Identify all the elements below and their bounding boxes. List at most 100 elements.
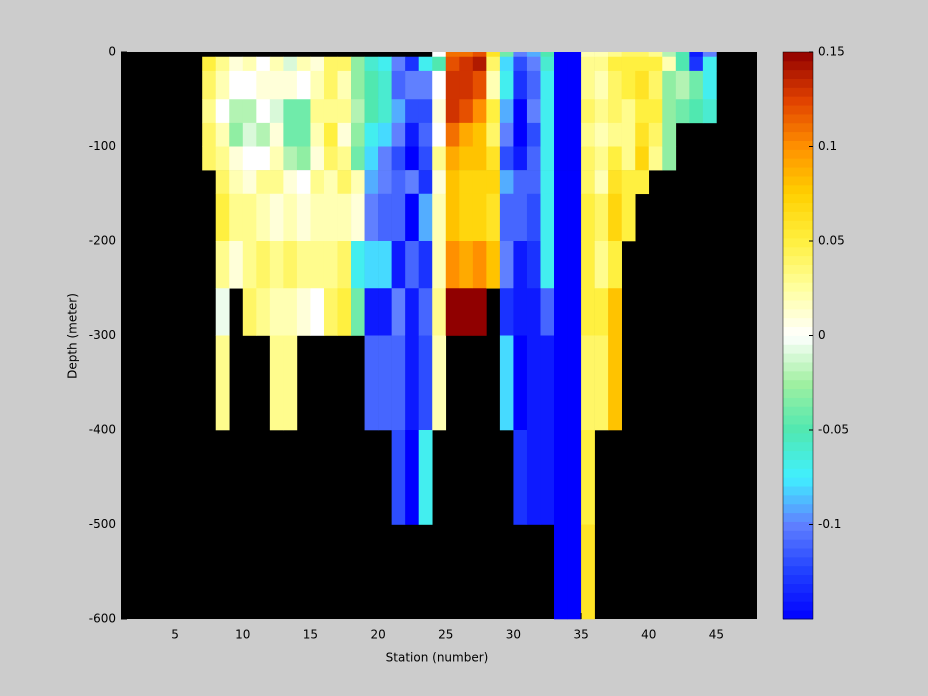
heatmap-cell (364, 288, 379, 336)
heatmap-cell (567, 99, 582, 124)
heatmap-cell (229, 146, 244, 171)
heatmap-cell (310, 288, 325, 336)
heatmap-cell (567, 430, 582, 525)
heatmap-cell (540, 170, 555, 195)
heatmap-cell (594, 193, 609, 242)
heatmap-cell (391, 70, 406, 100)
heatmap-cell (202, 122, 217, 147)
heatmap-cell (662, 122, 677, 147)
heatmap-cell (391, 288, 406, 336)
heatmap-cell (459, 70, 474, 100)
heatmap-cell (662, 56, 677, 72)
heatmap-cell (391, 56, 406, 72)
heatmap-cell (418, 193, 433, 242)
heatmap-cell (581, 193, 595, 242)
heatmap-cell (405, 430, 420, 525)
heatmap-cell (472, 56, 487, 72)
heatmap-cell (351, 170, 365, 195)
heatmap-cell (445, 288, 460, 336)
colorbar-band (783, 238, 813, 248)
colorbar-band (783, 105, 813, 115)
heatmap-cell (405, 335, 420, 431)
colorbar-band (783, 486, 813, 496)
heatmap-cell (567, 52, 582, 58)
heatmap-cell (418, 335, 433, 431)
heatmap-cell (635, 170, 650, 195)
colorbar-band (783, 432, 813, 443)
heatmap-cell (567, 56, 582, 72)
heatmap-cell (554, 52, 568, 58)
heatmap-cell (445, 56, 460, 72)
colorbar-band (783, 477, 813, 487)
heatmap-cell (648, 56, 663, 72)
heatmap-cell (526, 56, 541, 72)
heatmap-cell (242, 99, 257, 124)
heatmap-cell (283, 99, 298, 124)
colorbar-tick-label: 0.1 (818, 139, 837, 153)
colorbar-band (783, 335, 813, 345)
heatmap-cell (378, 241, 392, 289)
heatmap-cell (405, 99, 420, 124)
heatmap-cell (608, 122, 622, 147)
heatmap-cell (459, 122, 474, 147)
heatmap-cell (702, 70, 717, 100)
colorbar-band (783, 512, 813, 522)
heatmap-cell (540, 193, 555, 242)
heatmap-cell (215, 70, 230, 100)
heatmap-cell (486, 193, 501, 242)
colorbar-band (783, 282, 813, 292)
heatmap-cell (391, 193, 406, 242)
heatmap-cell (513, 70, 528, 100)
x-tick-label: 30 (506, 628, 521, 642)
x-tick-label: 25 (438, 628, 453, 642)
heatmap-cell (648, 99, 663, 124)
x-tick-label: 35 (573, 628, 588, 642)
heatmap-cell (621, 122, 636, 147)
heatmap-cell (445, 241, 460, 289)
heatmap-cell (323, 241, 338, 289)
heatmap-cell (323, 70, 338, 100)
heatmap-cell (256, 70, 271, 100)
heatmap-cell (242, 193, 257, 242)
heatmap-cell (269, 241, 284, 289)
heatmap-cell (675, 52, 690, 58)
heatmap-cell (635, 52, 650, 58)
heatmap-cell (323, 122, 338, 147)
heatmap-cell (337, 193, 352, 242)
heatmap-cell (608, 99, 622, 124)
colorbar-band (783, 539, 813, 549)
y-tick-label: -400 (89, 423, 116, 437)
colorbar-band (783, 326, 813, 336)
heatmap-cell (432, 193, 447, 242)
heatmap-cell (351, 193, 365, 242)
colorbar-band (783, 184, 813, 195)
heatmap-cell (621, 146, 636, 171)
colorbar-band (783, 193, 813, 204)
heatmap-cell (581, 170, 595, 195)
heatmap-cell (364, 56, 379, 72)
heatmap-cell (405, 288, 420, 336)
heatmap-cell (418, 241, 433, 289)
heatmap-cell (337, 146, 352, 171)
colorbar-band (783, 255, 813, 266)
heatmap-cell (364, 241, 379, 289)
heatmap-cell (418, 99, 433, 124)
heatmap-cell (378, 170, 392, 195)
heatmap-cell (405, 146, 420, 171)
heatmap-cell (215, 146, 230, 171)
heatmap-cell (296, 241, 311, 289)
colorbar-band (783, 592, 813, 602)
heatmap-cell (459, 99, 474, 124)
heatmap-cell (405, 193, 420, 242)
x-tick-label: 15 (303, 628, 318, 642)
heatmap-cell (323, 288, 338, 336)
colorbar-band (783, 610, 813, 620)
heatmap-cell (459, 241, 474, 289)
heatmap-cell (594, 99, 609, 124)
heatmap-cell (378, 288, 392, 336)
heatmap-cell (202, 70, 217, 100)
heatmap-cell (215, 193, 230, 242)
heatmap-cell (296, 146, 311, 171)
x-axis-label: Station (number) (386, 651, 489, 665)
heatmap-cell (513, 122, 528, 147)
